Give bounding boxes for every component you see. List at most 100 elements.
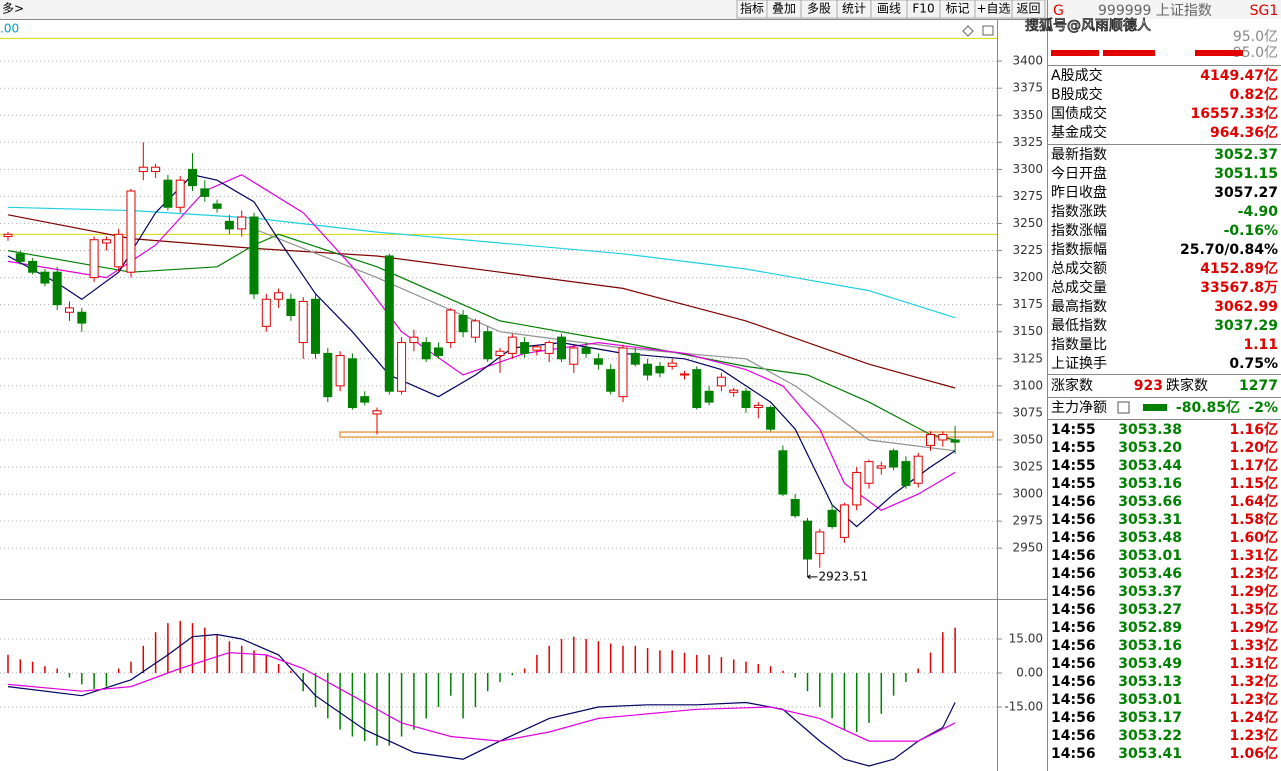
toolbar-button-label[interactable]: F10 [912,2,934,16]
ratio-bar [1103,50,1155,56]
candle-body [827,509,837,528]
candle-body [630,352,640,365]
candle-body [89,239,99,279]
candle-body [249,216,259,295]
candle-body [913,455,923,484]
toolbar-bg [0,0,1281,19]
candle-body [618,347,628,398]
tick-time: 14:56 [1051,530,1096,546]
tick-price: 3053.17 [1118,710,1182,726]
tick-amount: 1.60亿 [1229,529,1278,546]
tick-amount: 1.35亿 [1229,601,1278,618]
candle-body [864,461,874,484]
tick-time: 14:56 [1051,602,1096,618]
flow-icon[interactable] [1117,401,1130,414]
tick-price: 3053.48 [1118,530,1182,546]
toolbar-button-label[interactable]: 标记 [945,2,969,16]
candle-body [188,168,197,187]
toolbar-button-label[interactable]: 画线 [877,2,901,16]
tick-price: 3053.27 [1118,602,1182,618]
stat-label: 总成交量 [1051,279,1107,296]
flow-label: 主力净额 [1051,400,1107,416]
candle-body [803,520,812,560]
candle-body [163,179,173,208]
tick-price: 3053.01 [1118,692,1182,708]
candle-body [470,320,480,338]
volume-label: 基金成交 [1051,124,1107,141]
tick-amount: 1.06亿 [1229,745,1278,762]
candle-body [397,342,407,392]
tick-amount: 1.15亿 [1229,475,1278,492]
candle-body [557,336,566,360]
candle-body [372,410,382,415]
y-tick-label: 3000 [1012,487,1043,501]
volume-label: 国债成交 [1051,105,1107,122]
candle-body [655,365,665,374]
stat-value: 3051.15 [1214,166,1278,182]
candle-body [741,390,751,408]
toolbar-button[interactable] [1011,0,1046,19]
candle-body [692,369,702,408]
tick-price: 3053.01 [1118,548,1182,564]
indicator-label: .00 [0,22,19,36]
candle-body [643,363,653,376]
candle-body [3,233,13,237]
y-tick-label: 15.00 [1009,632,1043,646]
tick-price: 3053.22 [1118,728,1182,744]
candle-body [40,271,50,284]
y-tick-label: 3050 [1012,432,1043,446]
candle-body [237,216,247,230]
toolbar-button-label[interactable]: 叠加 [772,2,796,16]
candle-body [950,439,960,443]
indicator-line [7,651,956,742]
toolbar-button-label[interactable]: 返回 [1016,2,1040,16]
y-tick-label: 3100 [1012,378,1043,392]
toolbar-button-label[interactable]: +自选 [976,2,1010,16]
tick-time: 14:55 [1051,476,1096,492]
flow-pct: -2% [1248,400,1278,416]
toolbar-button-label[interactable]: 统计 [842,2,866,16]
tick-price: 3053.44 [1118,458,1182,474]
stat-label: 昨日收盘 [1051,184,1107,201]
box-icon[interactable] [982,25,994,36]
y-tick-label: 3350 [1012,108,1043,122]
volume-value: 0.82亿 [1229,86,1278,103]
candle-body [766,406,776,430]
tick-time: 14:55 [1051,440,1096,456]
y-tick-label: 3025 [1012,460,1043,474]
candle-body [52,271,62,306]
candle-body [569,347,579,365]
candle-body [28,260,38,273]
indicator-line [7,633,956,767]
candle-body [852,471,862,506]
tick-price: 3053.41 [1118,746,1182,762]
volume-value: 16557.33亿 [1190,105,1278,122]
stat-label: 最低指数 [1051,318,1107,334]
y-tick-label: 0.00 [1016,666,1043,680]
tick-time: 14:56 [1051,566,1096,582]
scale-bottom: 95.0亿 [1233,45,1278,61]
toolbar-left[interactable]: 多> [2,2,24,16]
candle-body [421,342,431,360]
y-tick-label: 3175 [1012,297,1043,311]
support-box [339,431,994,438]
candle-body [286,298,296,316]
stat-value: 3052.37 [1214,147,1278,163]
tick-amount: 1.17亿 [1229,457,1278,474]
candle-body [384,255,394,392]
candle-body [815,531,825,555]
indicator-line [7,206,956,319]
tick-time: 14:56 [1051,638,1096,654]
candle-body [716,376,726,387]
tick-time: 14:56 [1051,746,1096,762]
candle-body [151,166,161,173]
tick-amount: 1.29亿 [1229,583,1278,600]
toolbar-button-label[interactable]: 指标 [740,1,764,16]
candle-body [938,434,948,441]
up-label: 涨家数 [1051,377,1093,394]
tag: SG1 [1250,3,1279,19]
toolbar-button-label[interactable]: 多股 [807,2,831,16]
diamond-icon[interactable] [962,25,974,37]
y-tick-label: 3225 [1012,243,1043,257]
candle-body [101,239,111,244]
